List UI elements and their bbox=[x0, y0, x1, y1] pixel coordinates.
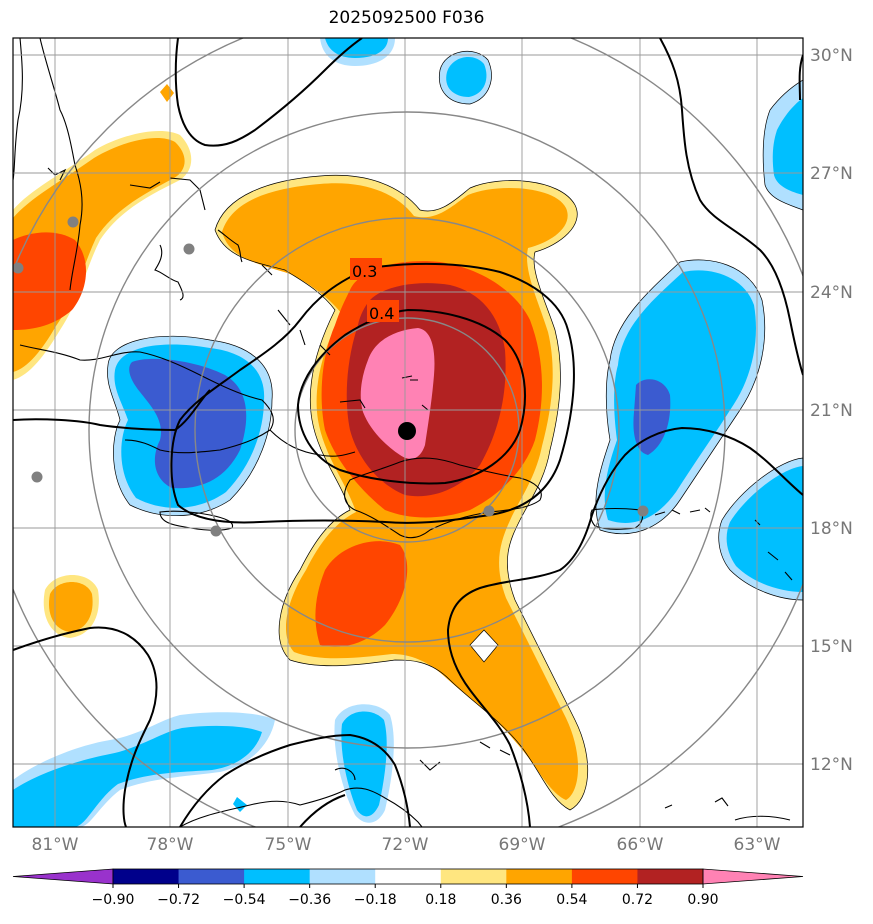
colorbar-segment bbox=[113, 869, 180, 884]
lat-label: 21°N bbox=[810, 401, 853, 421]
lat-label: 30°N bbox=[810, 46, 853, 66]
colorbar-tick-label: 0.18 bbox=[425, 892, 456, 908]
colorbar-segment bbox=[637, 869, 704, 884]
station-marker bbox=[13, 262, 24, 274]
station-marker bbox=[483, 505, 495, 517]
colorbar-segment bbox=[571, 869, 638, 884]
field-outlines bbox=[107, 51, 803, 811]
lat-label: 18°N bbox=[810, 519, 853, 539]
station-markers bbox=[13, 216, 649, 537]
colorbar-extend-high bbox=[702, 868, 804, 885]
contour-lines bbox=[13, 38, 803, 827]
lat-label: 15°N bbox=[810, 637, 853, 657]
station-marker bbox=[67, 216, 79, 228]
storm-center-marker bbox=[398, 422, 416, 440]
lat-label: 24°N bbox=[810, 283, 853, 303]
map-area: 0.3 0.4 bbox=[13, 38, 803, 827]
contour-label-0-3: 0.3 bbox=[352, 262, 377, 281]
map-title: 2025092500 F036 bbox=[328, 8, 485, 28]
colorbar-tick-label: 0.90 bbox=[687, 892, 718, 908]
colorbar-tick-label: −0.36 bbox=[288, 892, 331, 908]
colorbar-segment bbox=[178, 869, 245, 884]
colorbar-tick-label: −0.90 bbox=[92, 892, 135, 908]
colorbar-tick-label: 0.54 bbox=[556, 892, 587, 908]
colorbar-tick-label: −0.72 bbox=[157, 892, 200, 908]
longitude-labels: 81°W 78°W 75°W 72°W 69°W 66°W 63°W bbox=[32, 835, 781, 855]
lon-label: 75°W bbox=[265, 835, 312, 855]
colorbar-tick-label: 0.36 bbox=[491, 892, 522, 908]
lon-label: 72°W bbox=[382, 835, 429, 855]
lon-label: 81°W bbox=[32, 835, 79, 855]
colorbar-segment bbox=[440, 869, 507, 884]
lat-label: 27°N bbox=[810, 164, 853, 184]
lon-label: 66°W bbox=[617, 835, 664, 855]
contour-labels: 0.3 0.4 bbox=[350, 258, 399, 323]
lon-label: 69°W bbox=[499, 835, 546, 855]
contour-label-0-4: 0.4 bbox=[369, 304, 394, 323]
station-marker bbox=[31, 471, 43, 483]
colorbar-tick-label: −0.54 bbox=[223, 892, 266, 908]
station-marker bbox=[183, 243, 195, 255]
lon-label: 63°W bbox=[734, 835, 781, 855]
lon-label: 78°W bbox=[147, 835, 194, 855]
colorbar: −0.90 −0.72 −0.54 −0.36 −0.18 0.18 0.36 0.54 0.7… bbox=[12, 868, 804, 908]
map-frame bbox=[12, 37, 804, 828]
colorbar-tick-label: 0.72 bbox=[622, 892, 653, 908]
colorbar-segment bbox=[506, 869, 573, 884]
positive-anomaly-fields bbox=[13, 84, 588, 810]
lat-lon-grid bbox=[13, 38, 803, 827]
colorbar-tick-label: −0.18 bbox=[354, 892, 397, 908]
station-marker bbox=[210, 525, 222, 537]
station-marker bbox=[637, 505, 649, 517]
colorbar-segment bbox=[309, 869, 376, 884]
latitude-labels: 30°N 27°N 24°N 21°N 18°N 15°N 12°N bbox=[810, 46, 853, 775]
colorbar-segment bbox=[244, 869, 311, 884]
negative-anomaly-fields bbox=[13, 38, 803, 827]
colorbar-segment bbox=[375, 869, 442, 884]
colorbar-extend-low bbox=[12, 868, 114, 885]
colorbar-outline bbox=[112, 868, 704, 885]
lat-label: 12°N bbox=[810, 755, 853, 775]
